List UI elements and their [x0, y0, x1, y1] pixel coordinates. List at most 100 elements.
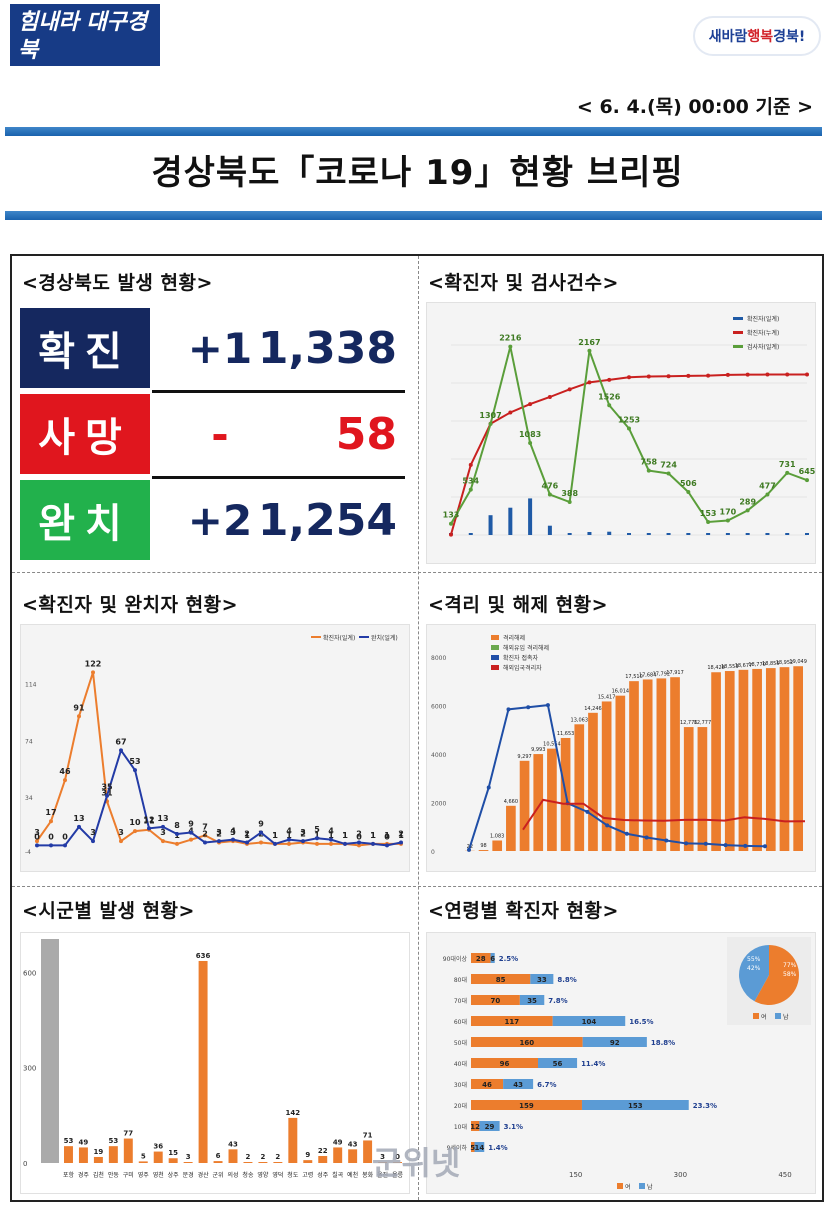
chart-side-wall — [41, 939, 59, 1163]
logo-right-pre: 새바람 — [708, 29, 748, 45]
contacts-point — [723, 843, 728, 848]
release-bar — [683, 727, 694, 851]
region-data-label: 9 — [305, 1151, 310, 1159]
confirmed-data-label: 3 — [34, 828, 40, 837]
region-category-label: 군위 — [213, 1171, 224, 1179]
region-title: <시군별 발생 현황> — [22, 900, 195, 922]
contacts-point — [486, 785, 491, 790]
daily-bar — [765, 533, 770, 535]
recovered-data-label: 8 — [174, 821, 180, 830]
confirmed-point — [49, 819, 53, 824]
legend-label: 확진자(일계) — [747, 315, 779, 323]
confirmed-point — [161, 839, 165, 844]
recovered-data-label: 0 — [384, 832, 390, 841]
female-bar — [471, 1037, 583, 1047]
recovered-data-label: 0 — [62, 832, 68, 841]
header-rule-bottom — [5, 211, 822, 220]
tests-point — [666, 471, 671, 476]
legend-swatch — [733, 317, 743, 320]
tests-data-label: 477 — [759, 481, 776, 490]
tests-data-label: 1307 — [479, 411, 501, 420]
legend-swatch-bottom — [617, 1183, 623, 1189]
age-percent-label: 6.7% — [537, 1081, 556, 1089]
release-bar — [779, 667, 790, 851]
status-change: - — [211, 409, 229, 459]
tests-data-label: 724 — [660, 460, 677, 469]
recovered-point — [91, 839, 95, 844]
cumulative-point — [646, 374, 651, 379]
daily-bar — [567, 533, 572, 535]
male-bar — [530, 974, 554, 984]
release-bar — [629, 681, 639, 851]
daily-bar — [686, 533, 691, 535]
contacts-point — [624, 831, 629, 836]
pie-label: 58% — [783, 971, 797, 978]
legend-swatch — [491, 665, 499, 670]
pie-slice — [754, 945, 799, 1005]
region-category-label: 경산 — [198, 1171, 210, 1179]
release-bar — [478, 850, 489, 851]
male-data-label: 6 — [490, 955, 495, 963]
region-chart-svg: 600300053포항49경주19김천53안동77구미5영주36영천15상주3문… — [23, 939, 404, 1179]
confirmed-line — [36, 672, 401, 847]
release-data-label: 16,014 — [612, 689, 630, 695]
confirmed-point — [357, 843, 361, 848]
age-category-label: 9세이하 — [447, 1144, 468, 1152]
y-tick-label: 74 — [25, 738, 33, 745]
region-bar — [378, 1162, 388, 1163]
region-category-label: 청도 — [287, 1172, 299, 1179]
male-bar — [537, 1058, 578, 1068]
legend-swatch — [491, 635, 499, 640]
female-data-label: 12 — [470, 1123, 480, 1131]
contacts-point — [545, 703, 550, 708]
tests-data-label: 1083 — [519, 430, 541, 439]
y-tick-label: 600 — [23, 969, 36, 977]
legend-swatch — [491, 645, 499, 650]
male-data-label: 56 — [553, 1060, 563, 1068]
date-line: < 6. 4.(목) 00:00 기준 > — [576, 96, 813, 118]
tests-chart: 133 534 1307 2216 1083 476 388 2167 1526 1253 758 7… — [426, 302, 816, 564]
legend-label-bottom: 여 — [625, 1183, 631, 1191]
daily-bar — [725, 533, 730, 535]
male-data-label: 104 — [582, 1018, 597, 1026]
recovered-point — [357, 840, 361, 845]
confirmed-point — [175, 841, 179, 846]
cumulative-point — [785, 372, 790, 377]
tests-point — [646, 468, 651, 473]
tests-data-label: 153 — [700, 509, 717, 518]
region-bar — [168, 1158, 178, 1163]
status-total: 58 — [335, 408, 397, 460]
recovered-point — [217, 839, 221, 844]
male-bar — [474, 1142, 485, 1152]
region-bar — [243, 1162, 253, 1163]
release-data-label: 12,776 — [680, 720, 698, 726]
legend-label: 여 — [761, 1013, 767, 1021]
recovered-data-label: 2 — [202, 829, 208, 838]
contacts-point — [703, 841, 708, 846]
male-data-label: 29 — [485, 1123, 495, 1131]
recovered-point — [175, 831, 179, 836]
release-data-label: 18,428 — [707, 665, 725, 671]
release-data-label: 15,417 — [598, 694, 616, 700]
male-data-label: 43 — [513, 1081, 523, 1089]
cumulative-line — [450, 373, 807, 535]
female-bar — [471, 953, 491, 963]
age-chart: 150 300 450 90대이상 28 6 2.5% 80대 85 33 8.8% 70대 70 35 7… — [426, 932, 816, 1194]
tests-data-label: 170 — [720, 508, 737, 517]
tests-point — [449, 521, 453, 526]
age-percent-label: 11.4% — [581, 1060, 605, 1068]
release-data-label: 11,653 — [557, 731, 575, 737]
y-tick-label: 0 — [431, 849, 435, 856]
recovered-point — [77, 824, 81, 829]
confirmed-data-label: 1 — [384, 831, 390, 840]
region-category-label: 성주 — [317, 1171, 329, 1179]
recovered-point — [203, 840, 207, 845]
tests-point — [508, 344, 513, 349]
release-bar — [765, 668, 776, 851]
grid-divider-2 — [12, 886, 822, 887]
contacts-point — [763, 844, 767, 849]
recovered-point — [301, 839, 305, 844]
tests-data-label: 388 — [561, 489, 578, 498]
release-data-label: 12,777 — [694, 720, 712, 726]
age-chart-svg: 150 300 450 90대이상 28 6 2.5% 80대 85 33 8.8% 70대 70 35 7… — [443, 937, 811, 1191]
